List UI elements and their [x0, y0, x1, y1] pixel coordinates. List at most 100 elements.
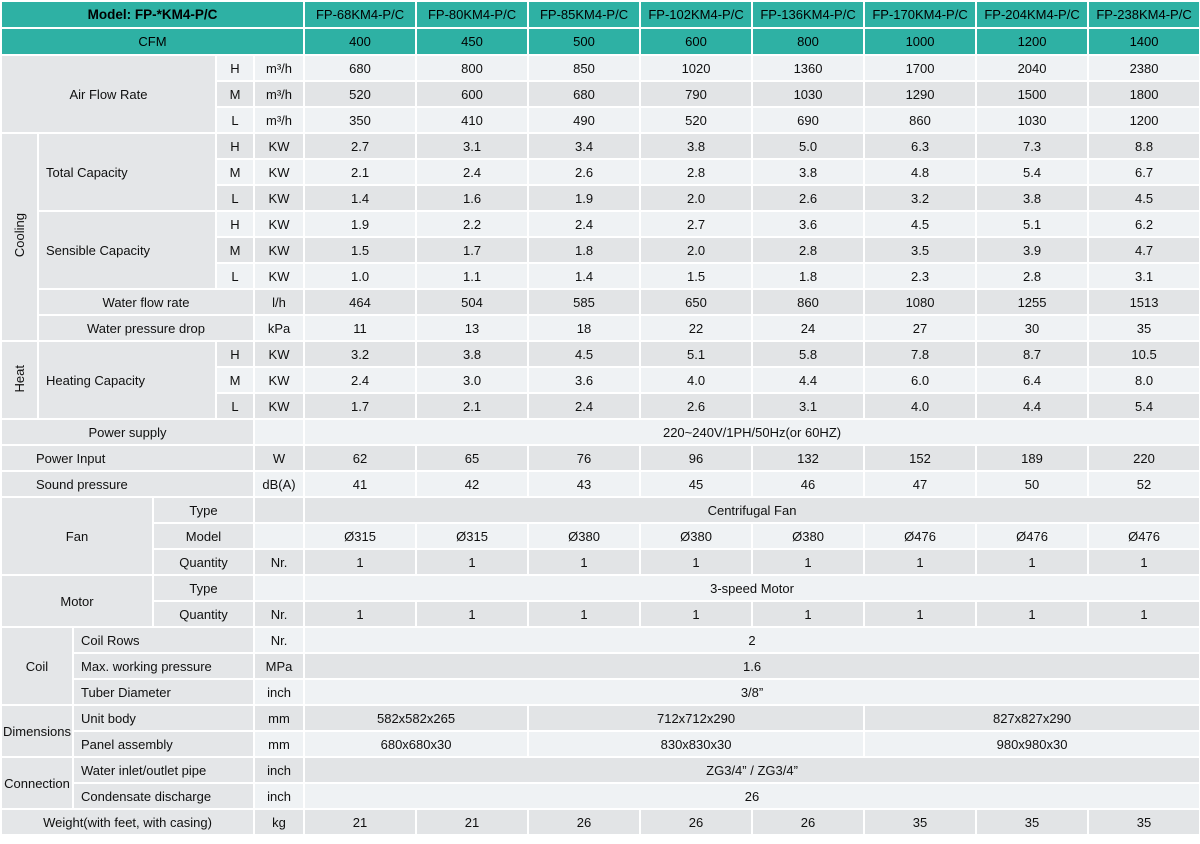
data-cell-text: 3.8 [462, 346, 482, 362]
model-col-header-text: FP-80KM4-P/C [427, 7, 517, 22]
data-cell: 3.1 [417, 134, 528, 158]
cfm-value: 1000 [865, 29, 976, 54]
data-cell: 1 [977, 602, 1088, 626]
unit-cell-text: mm [268, 736, 290, 752]
speed-label: L [217, 394, 253, 418]
data-cell-fan-type-text: Centrifugal Fan [707, 502, 797, 518]
data-cell-text: 1.1 [462, 268, 482, 284]
data-cell: 5.4 [1089, 394, 1200, 418]
data-cell-text: 7.3 [1022, 138, 1042, 154]
unit-cell: dB(A) [255, 472, 304, 496]
data-cell-text: 350 [349, 112, 371, 128]
data-cell-text: 1030 [1017, 112, 1047, 128]
model-col-header: FP-238KM4-P/C [1089, 2, 1200, 27]
data-cell: Ø380 [529, 524, 640, 548]
table-row: Model Ø315 Ø315 Ø380 Ø380 Ø380 Ø476 Ø476 Ø476 [2, 524, 1200, 548]
row-label-heating-capacity: Heating Capacity [39, 342, 215, 418]
unit-cell [255, 498, 304, 522]
data-cell-text: 220 [1133, 450, 1155, 466]
unit-cell: m³/h [255, 108, 304, 132]
cfm-label: CFM [2, 29, 304, 54]
data-cell: 1.5 [305, 238, 416, 262]
table-row: Max. working pressure MPa 1.6 [2, 654, 1200, 678]
data-cell: 830x830x30 [529, 732, 864, 756]
data-cell: 1 [529, 602, 640, 626]
data-cell-text: 582x582x265 [376, 710, 456, 726]
data-cell: 3.9 [977, 238, 1088, 262]
unit-cell-text: KW [268, 138, 290, 154]
data-cell: 1 [753, 602, 864, 626]
data-cell-text: 680 [573, 86, 595, 102]
data-cell: 22 [641, 316, 752, 340]
data-cell: 132 [753, 446, 864, 470]
data-cell: 21 [417, 810, 528, 834]
data-cell: 152 [865, 446, 976, 470]
data-cell-motor-type-text: 3-speed Motor [710, 580, 794, 596]
data-cell-text: 3.2 [350, 346, 370, 362]
table-row: Fan Type Centrifugal Fan [2, 498, 1200, 574]
data-cell-text: 3.8 [798, 164, 818, 180]
unit-cell-text: inch [267, 762, 291, 778]
group-label-motor: Motor [2, 576, 152, 626]
data-cell-text: 76 [576, 450, 592, 466]
speed-label: M [217, 82, 253, 106]
unit-cell: KW [255, 264, 304, 288]
data-cell-text: 1.7 [350, 398, 370, 414]
data-cell-coil-rows-text: 2 [748, 632, 756, 648]
data-cell: 6.4 [977, 368, 1088, 392]
data-cell: 1 [305, 550, 416, 574]
data-cell-text: 4.4 [1022, 398, 1042, 414]
data-cell: 4.5 [529, 342, 640, 366]
unit-cell: m³/h [255, 56, 304, 80]
speed-label: L [217, 108, 253, 132]
data-cell: 8.0 [1089, 368, 1200, 392]
data-cell-text: 6.4 [1022, 372, 1042, 388]
data-cell-text: 1.5 [686, 268, 706, 284]
data-cell: 464 [305, 290, 416, 314]
unit-cell-text: l/h [272, 294, 286, 310]
data-cell: 26 [529, 810, 640, 834]
data-cell-text: 4.5 [574, 346, 594, 362]
cfm-value-text: 500 [573, 34, 595, 49]
model-header-label-text: Model: FP-*KM4-P/C [87, 7, 218, 22]
unit-cell: inch [255, 758, 304, 782]
unit-cell-text: KW [268, 268, 290, 284]
data-cell: 1.7 [305, 394, 416, 418]
row-label-water-flow-rate: Water flow rate [39, 290, 253, 314]
data-cell: 4.5 [1089, 186, 1200, 210]
data-cell: 1.9 [305, 212, 416, 236]
data-cell-text: 4.4 [798, 372, 818, 388]
data-cell: 62 [305, 446, 416, 470]
data-cell-text: 790 [685, 86, 707, 102]
row-label-fan-model-text: Model [185, 528, 222, 544]
data-cell: 50 [977, 472, 1088, 496]
data-cell-text: 1 [356, 606, 364, 622]
data-cell-coil-rows: 2 [305, 628, 1200, 652]
data-cell-text: 1 [916, 606, 924, 622]
data-cell-text: 4.0 [686, 372, 706, 388]
table-row: Quantity Nr. 1 1 1 1 1 1 1 1 [2, 550, 1200, 574]
data-cell-text: 1360 [793, 60, 823, 76]
data-cell: 2.4 [529, 212, 640, 236]
row-label-max-working-pressure: Max. working pressure [74, 654, 253, 678]
data-cell-text: 4.8 [910, 164, 930, 180]
unit-cell-text: KW [268, 346, 290, 362]
data-cell: 3.8 [753, 160, 864, 184]
table-row: Cooling Total Capacity H KW 2.7 3.1 3.4 3.8 5.0 6… [2, 134, 1200, 340]
speed-label-text: H [230, 138, 240, 154]
data-cell-text: 3.6 [574, 372, 594, 388]
data-cell-text: 5.4 [1134, 398, 1154, 414]
data-cell-text: 1 [1140, 606, 1148, 622]
data-cell: 1 [305, 602, 416, 626]
data-cell-text: 490 [573, 112, 595, 128]
unit-cell: mm [255, 706, 304, 730]
table-row: Water flow rate l/h 464 504 585 650 860 1080 125… [2, 290, 1200, 314]
data-cell-fan-type: Centrifugal Fan [305, 498, 1200, 522]
row-label-fan-type: Type [154, 498, 253, 522]
data-cell: 1.4 [305, 186, 416, 210]
data-cell-text: 41 [352, 476, 368, 492]
data-cell-text: 680 [349, 60, 371, 76]
data-cell: 2.4 [305, 368, 416, 392]
data-cell-text: 42 [464, 476, 480, 492]
data-cell: 650 [641, 290, 752, 314]
